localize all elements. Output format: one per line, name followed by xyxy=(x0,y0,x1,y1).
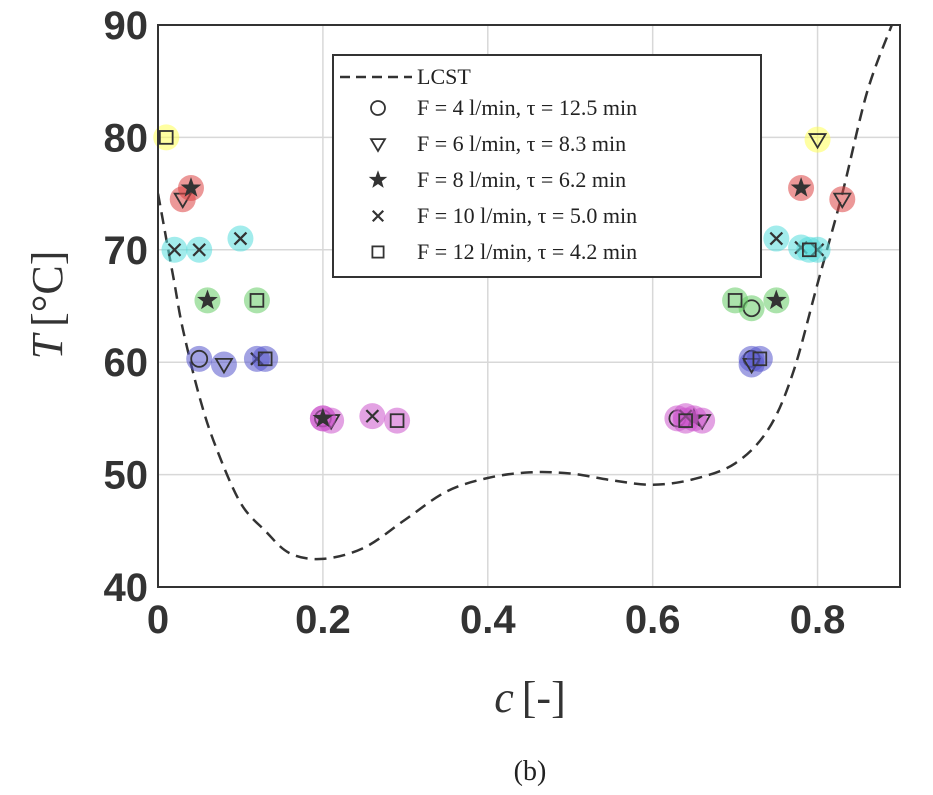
legend-label: F = 12 l/min, τ = 4.2 min xyxy=(417,239,637,264)
y-axis-variable: T xyxy=(23,331,72,359)
data-point-square xyxy=(252,345,279,372)
tick-labels: 0 0.2 0.4 0.6 0.8 40 50 60 70 80 90 xyxy=(104,4,846,642)
legend: LCST F = 4 l/min, τ = 12.5 min F = 6 l/mi… xyxy=(332,54,762,278)
y-axis-unit: [°C] xyxy=(23,251,72,327)
data-point-square xyxy=(796,236,823,263)
legend-entry: F = 4 l/min, τ = 12.5 min xyxy=(370,95,637,120)
data-points xyxy=(153,124,856,434)
lcst-curve xyxy=(158,25,893,561)
legend-label: F = 4 l/min, τ = 12.5 min xyxy=(417,95,637,120)
data-point-square xyxy=(746,345,773,372)
legend-marker-square xyxy=(371,245,385,259)
y-tick-label: 80 xyxy=(104,116,149,160)
point-halo xyxy=(804,126,831,153)
legend-entry: F = 8 l/min, τ = 6.2 min xyxy=(368,167,626,192)
plot-frame xyxy=(157,24,901,588)
x-tick-label: 0 xyxy=(147,598,169,642)
x-tick-label: 0.8 xyxy=(790,598,846,642)
legend-marker-x xyxy=(371,209,385,223)
x-tick-label: 0.4 xyxy=(460,598,516,642)
y-tick-label: 50 xyxy=(104,454,149,498)
data-point-circle xyxy=(186,345,213,372)
legend-lcst-label: LCST xyxy=(417,64,471,89)
data-point-square xyxy=(722,287,749,314)
data-point-x xyxy=(161,236,188,263)
legend-label: F = 10 l/min, τ = 5.0 min xyxy=(417,203,637,228)
point-halo xyxy=(243,287,270,314)
x-axis-unit: [-] xyxy=(522,673,566,722)
data-point-star xyxy=(177,174,204,201)
data-point-triangle-down xyxy=(210,351,237,378)
x-axis-variable: c xyxy=(494,673,514,722)
data-point-x xyxy=(186,236,213,263)
figure-caption: (b) xyxy=(514,756,547,787)
point-halo xyxy=(384,407,411,434)
data-point-star xyxy=(763,287,790,314)
data-point-star xyxy=(194,287,221,314)
y-tick-label: 40 xyxy=(104,566,149,610)
point-halo xyxy=(796,236,823,263)
y-tick-label: 60 xyxy=(104,341,149,385)
data-point-x xyxy=(227,225,254,252)
legend-entry: F = 10 l/min, τ = 5.0 min xyxy=(371,203,637,228)
x-axis-label: c [-] xyxy=(494,673,566,722)
data-point-square xyxy=(384,407,411,434)
point-halo xyxy=(186,345,213,372)
y-tick-label: 90 xyxy=(104,4,149,48)
data-point-square xyxy=(672,407,699,434)
y-tick-label: 70 xyxy=(104,229,149,273)
data-point-star xyxy=(788,174,815,201)
legend-marker-circle xyxy=(370,100,386,116)
point-halo xyxy=(722,287,749,314)
legend-entry: F = 12 l/min, τ = 4.2 min xyxy=(371,239,637,264)
x-tick-label: 0.6 xyxy=(625,598,681,642)
legend-label: F = 6 l/min, τ = 8.3 min xyxy=(417,131,626,156)
data-point-triangle-down xyxy=(804,126,831,153)
lcst-curve-group xyxy=(158,25,893,561)
legend-label: F = 8 l/min, τ = 6.2 min xyxy=(417,167,626,192)
data-point-x xyxy=(359,403,386,430)
legend-box xyxy=(332,54,762,278)
legend-marker-star xyxy=(368,170,388,188)
data-point-square xyxy=(153,124,180,151)
point-halo xyxy=(746,345,773,372)
data-point-square xyxy=(243,287,270,314)
y-axis-label: T [°C] xyxy=(23,251,72,360)
point-halo xyxy=(672,407,699,434)
data-point-triangle-down xyxy=(829,186,856,213)
x-tick-label: 0.2 xyxy=(295,598,351,642)
data-point-star xyxy=(309,405,336,432)
legend-entry: F = 6 l/min, τ = 8.3 min xyxy=(369,131,626,156)
data-point-x xyxy=(763,225,790,252)
point-halo xyxy=(252,345,279,372)
legend-marker-triangle-down xyxy=(369,138,387,153)
